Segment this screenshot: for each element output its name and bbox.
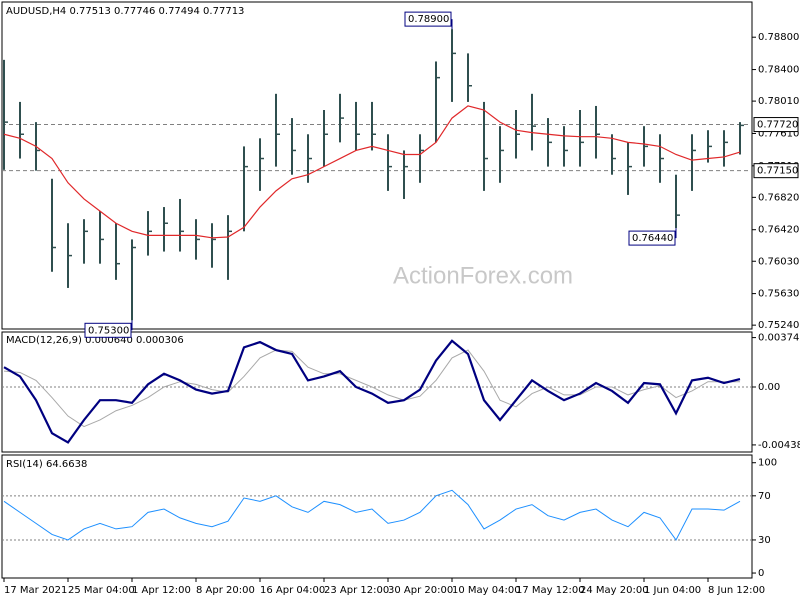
x-tick-label: 30 Apr 20:00 — [388, 585, 453, 596]
x-tick-label: 16 Apr 04:00 — [260, 585, 325, 596]
y-tick-label: 30 — [758, 535, 771, 546]
annotation-label: 0.76440 — [632, 233, 673, 244]
y-tick-label: 0.75240 — [758, 320, 799, 331]
macd-panel — [1, 331, 753, 453]
x-tick-label: 17 May 12:00 — [516, 585, 585, 596]
watermark: ActionForex.com — [393, 262, 573, 289]
annotation-label: 0.75300 — [88, 325, 129, 336]
y-tick-label: 0.003742 — [758, 333, 800, 344]
signal-line — [3, 349, 740, 428]
rsi-panel — [1, 454, 753, 579]
level-label-box — [753, 117, 799, 133]
y-tick-label: 0.76420 — [758, 225, 799, 236]
rsi-line — [3, 489, 741, 541]
level-label-box — [753, 163, 799, 179]
price-panel — [1, 1, 753, 330]
x-tick-label: 1 Jun 04:00 — [644, 585, 701, 596]
annotation-label: 0.78900 — [408, 14, 449, 25]
x-tick-label: 1 Apr 12:00 — [132, 585, 191, 596]
y-tick-label: 0.75630 — [758, 289, 799, 300]
x-tick-label: 23 Apr 12:00 — [324, 585, 389, 596]
macd-title: MACD(12,26,9) 0.000640 0.000306 — [6, 335, 184, 346]
x-tick-label: 17 Mar 2021 — [4, 585, 67, 596]
y-tick-label: 0 — [758, 568, 764, 579]
y-tick-label: 0.00 — [758, 382, 780, 393]
y-tick-label: 0.78800 — [758, 32, 799, 43]
rsi-title: RSI(14) 64.6638 — [6, 459, 87, 470]
moving-average — [3, 105, 741, 239]
y-tick-label: 0.78010 — [758, 96, 799, 107]
y-tick-label: 0.76820 — [758, 192, 799, 203]
x-tick-label: 25 Mar 04:00 — [68, 585, 135, 596]
y-tick-label: 70 — [758, 491, 771, 502]
x-tick-label: 8 Jun 12:00 — [708, 585, 765, 596]
macd-line — [3, 339, 741, 444]
level-label: 0.77720 — [757, 120, 798, 131]
y-tick-label: 0.76030 — [758, 256, 799, 267]
annotation-box — [404, 11, 452, 27]
y-tick-label: 100 — [758, 458, 777, 469]
x-tick-label: 8 Apr 20:00 — [196, 585, 255, 596]
y-tick-label: 0.78400 — [758, 65, 799, 76]
annotation-box — [84, 322, 132, 338]
x-tick-label: 10 May 04:00 — [452, 585, 521, 596]
level-label: 0.77150 — [757, 166, 798, 177]
annotation-box — [628, 230, 676, 246]
price-title: AUDUSD,H4 0.77513 0.77746 0.77494 0.7771… — [6, 6, 244, 17]
x-tick-label: 24 May 20:00 — [580, 585, 649, 596]
y-tick-label: -0.004389 — [758, 440, 800, 451]
y-tick-label: 0.77610 — [758, 128, 799, 139]
